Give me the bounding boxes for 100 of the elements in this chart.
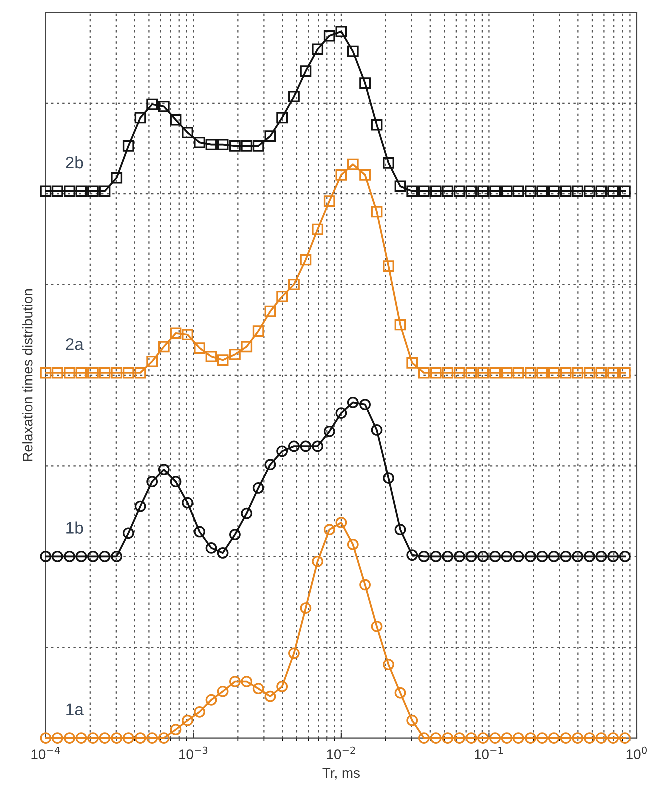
point — [111, 172, 123, 184]
point — [194, 526, 206, 538]
point — [548, 367, 560, 379]
point — [64, 186, 76, 198]
x-tick-label: 10$^{0}$ — [626, 746, 647, 760]
point — [300, 66, 312, 78]
point — [288, 440, 300, 452]
point — [300, 602, 312, 614]
point — [525, 732, 536, 744]
point — [170, 724, 182, 736]
point — [312, 556, 324, 568]
point — [336, 169, 348, 181]
point — [406, 550, 418, 561]
point — [406, 186, 418, 198]
point — [312, 44, 324, 56]
point — [99, 186, 111, 198]
point — [394, 524, 406, 536]
point — [312, 224, 324, 236]
point — [360, 78, 371, 90]
point — [288, 91, 300, 102]
point — [383, 157, 394, 169]
point — [454, 367, 466, 379]
point — [111, 367, 123, 379]
point — [146, 732, 158, 744]
point — [360, 169, 371, 181]
point — [252, 683, 264, 695]
point — [608, 367, 620, 379]
point — [134, 367, 146, 379]
point — [288, 648, 300, 660]
point — [608, 551, 620, 562]
point — [276, 112, 288, 124]
point — [512, 186, 524, 198]
point — [584, 367, 596, 379]
point — [182, 497, 194, 509]
point — [596, 551, 608, 562]
point — [206, 139, 218, 151]
point — [241, 508, 253, 520]
point — [40, 186, 52, 198]
point — [76, 551, 88, 562]
x-axis-title: Tr, ms — [322, 768, 360, 780]
point — [383, 260, 394, 272]
point — [99, 551, 111, 562]
point — [146, 98, 158, 110]
point — [122, 732, 134, 744]
series-label: 2a — [66, 338, 84, 350]
point — [466, 367, 478, 379]
point — [347, 539, 359, 550]
point — [241, 341, 253, 353]
point — [300, 254, 312, 266]
point — [584, 732, 596, 744]
point — [536, 551, 548, 562]
point — [442, 732, 454, 744]
point — [88, 732, 99, 744]
point — [300, 440, 312, 452]
point — [52, 186, 64, 198]
point — [134, 732, 146, 744]
point — [336, 408, 348, 419]
point — [347, 396, 359, 408]
point — [88, 186, 99, 198]
point — [76, 732, 88, 744]
point — [347, 158, 359, 170]
point — [76, 367, 88, 379]
point — [490, 186, 502, 198]
point — [264, 459, 276, 471]
point — [264, 306, 276, 318]
point — [560, 732, 572, 744]
point — [206, 694, 218, 706]
point — [371, 620, 383, 632]
point — [490, 732, 502, 744]
point — [230, 140, 241, 152]
point — [252, 482, 264, 494]
point — [548, 732, 560, 744]
point — [40, 732, 52, 744]
point — [608, 186, 620, 198]
point — [619, 186, 631, 198]
point — [194, 342, 206, 354]
point — [241, 676, 253, 688]
point — [560, 186, 572, 198]
point — [584, 551, 596, 562]
point — [454, 732, 466, 744]
point — [548, 186, 560, 198]
point — [406, 714, 418, 726]
point — [146, 476, 158, 488]
point — [536, 732, 548, 744]
point — [430, 186, 442, 198]
point — [572, 551, 584, 562]
point — [442, 186, 454, 198]
point — [430, 732, 442, 744]
point — [394, 180, 406, 192]
series-label: 1a — [66, 704, 84, 716]
point — [360, 579, 371, 591]
x-tick-label: 10$^{−2}$ — [327, 746, 356, 760]
point — [347, 46, 359, 58]
point — [206, 542, 218, 554]
point — [536, 367, 548, 379]
point — [478, 186, 489, 198]
point — [324, 426, 336, 438]
point — [336, 26, 348, 38]
point — [170, 476, 182, 488]
point — [122, 367, 134, 379]
